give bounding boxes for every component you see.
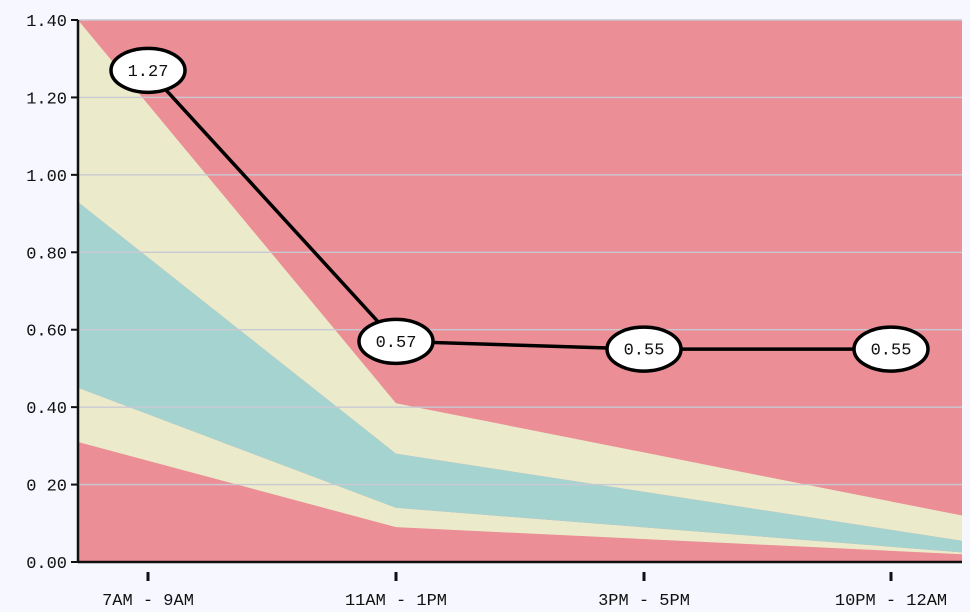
y-tick-label: 0 20	[26, 478, 67, 497]
y-tick-label: 1.40	[26, 13, 67, 32]
y-tick-label: 0.60	[26, 323, 67, 342]
line-layer	[146, 69, 891, 351]
data-point-marker	[109, 46, 187, 95]
band-1	[78, 387, 962, 555]
y-tick-label: 0.00	[26, 555, 67, 574]
data-point-marker	[357, 317, 435, 366]
y-tick-label: 1.20	[26, 90, 67, 109]
data-point-marker	[852, 325, 930, 373]
band-3	[78, 20, 962, 541]
data-label: 0.55	[624, 342, 665, 361]
band-0	[78, 441, 962, 562]
x-tick-label: 10PM - 12AM	[835, 592, 947, 611]
series-line	[146, 69, 891, 351]
bands-layer	[78, 20, 962, 562]
data-point-marker	[605, 325, 683, 373]
data-label: 0.55	[871, 342, 912, 361]
y-tick-label: 1.00	[26, 168, 67, 187]
x-tick-label: 11AM - 1PM	[345, 592, 447, 611]
data-label: 1.27	[128, 63, 169, 82]
y-tick-label: 0.80	[26, 245, 67, 264]
x-tick-label: 3PM - 5PM	[598, 592, 690, 611]
y-tick-label: 0.40	[26, 400, 67, 419]
band-2	[78, 201, 962, 553]
data-label: 0.57	[376, 334, 417, 353]
grid-layer	[78, 19, 962, 486]
x-tick-label: 7AM - 9AM	[102, 592, 194, 611]
labels-layer: 1.27 0.57 0.55 0.55	[109, 46, 930, 373]
axes-layer: 0.00 0 20 0.40 0.60 0.80 1.00 1.20 1.40 7AM - 9A…	[26, 13, 962, 611]
